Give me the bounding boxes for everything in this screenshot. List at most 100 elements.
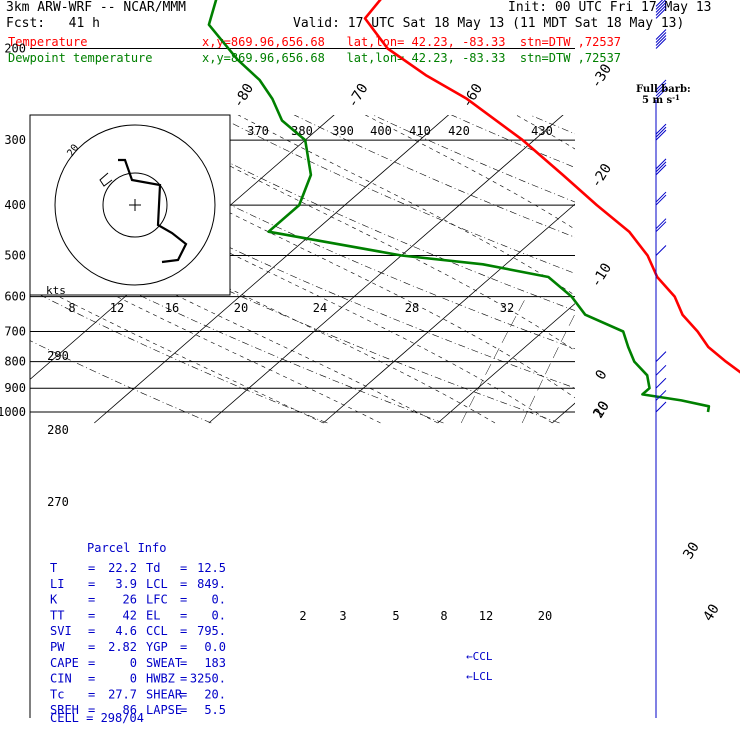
wind-barb bbox=[655, 221, 667, 233]
parcel-key: K bbox=[50, 593, 58, 607]
parcel-value: 795. bbox=[197, 624, 226, 638]
hodograph-speed-label: 16 bbox=[165, 301, 179, 315]
parcel-key: EL bbox=[146, 608, 160, 622]
temperature-label: -70 bbox=[345, 81, 372, 111]
theta-label: 280 bbox=[47, 423, 69, 437]
dewpoint-legend: Dewpoint temperature bbox=[8, 51, 153, 65]
mixing-ratio-label: 8 bbox=[440, 609, 447, 623]
parcel-value: 42 bbox=[123, 608, 137, 622]
theta-label: 430 bbox=[531, 124, 553, 138]
parcel-key: LAPSE bbox=[146, 703, 182, 717]
parcel-eq: = bbox=[180, 577, 187, 591]
wind-barb bbox=[655, 29, 667, 40]
dry-adiabat bbox=[421, 0, 740, 423]
mixing-ratio-label: 12 bbox=[479, 609, 493, 623]
temperature-legend: Temperature bbox=[8, 35, 88, 49]
parcel-key: T bbox=[50, 561, 57, 575]
moist-adiabat bbox=[30, 185, 496, 424]
parcel-title: Parcel Info bbox=[87, 541, 166, 555]
parcel-value: 4.6 bbox=[115, 624, 137, 638]
theta-label: 410 bbox=[409, 124, 431, 138]
temperature-label: 30 bbox=[680, 539, 703, 562]
parcel-info-table: Parcel Info T = 22.2 Td = 12.5 LI = 3.9 LCL = 849. K =… bbox=[43, 537, 233, 725]
parcel-eq: = bbox=[180, 608, 187, 622]
forecast-hour: Fcst: 41 h bbox=[6, 16, 100, 31]
parcel-cell: CELL = 298/04 bbox=[50, 711, 144, 725]
parcel-value: 0.0 bbox=[204, 640, 226, 654]
hodograph-speed-label: 32 bbox=[500, 301, 514, 315]
mixing-ratio-lines bbox=[460, 296, 660, 424]
mixing-ratio-line bbox=[603, 297, 660, 423]
parcel-key: PW bbox=[50, 640, 65, 654]
temperature-label: 10 bbox=[590, 398, 613, 421]
theta-label: 400 bbox=[370, 124, 392, 138]
moist-adiabat bbox=[30, 251, 381, 424]
parcel-key: Td bbox=[146, 561, 160, 575]
wind-barb bbox=[655, 377, 667, 389]
wind-barb bbox=[655, 88, 667, 100]
parcel-value: 0 bbox=[130, 656, 137, 670]
storm-motion-marker bbox=[99, 172, 113, 187]
model-title: 3km ARW-WRF -- NCAR/MMM bbox=[6, 0, 187, 15]
dry-adiabat bbox=[136, 115, 575, 311]
wind-barb bbox=[655, 82, 667, 94]
parcel-value: 86 bbox=[123, 703, 137, 717]
ccl-label: CCL bbox=[473, 650, 493, 663]
parcel-value: 26 bbox=[123, 593, 137, 607]
pressure-label: 400 bbox=[4, 198, 26, 212]
wind-barb bbox=[655, 390, 667, 401]
temperature-label: 40 bbox=[700, 601, 723, 624]
mixing-ratio-line bbox=[460, 296, 527, 424]
parcel-eq: = bbox=[180, 687, 187, 701]
wind-barb bbox=[655, 32, 667, 43]
parcel-value: 12.5 bbox=[197, 561, 226, 575]
wind-barb bbox=[655, 79, 667, 91]
parcel-key: Tc bbox=[50, 687, 64, 701]
wind-barb bbox=[655, 8, 667, 19]
pressure-label: 900 bbox=[4, 381, 26, 395]
parcel-eq: = bbox=[88, 703, 95, 717]
parcel-eq: = bbox=[88, 624, 95, 638]
barb-key-exponent: -1 bbox=[672, 93, 680, 102]
parcel-eq: = bbox=[88, 561, 95, 575]
wind-barb bbox=[655, 191, 667, 203]
parcel-key: LFC bbox=[146, 593, 168, 607]
theta-label: 370 bbox=[247, 124, 269, 138]
parcel-eq: = bbox=[180, 624, 187, 638]
pressure-label: 500 bbox=[4, 248, 26, 262]
temperature-label: -20 bbox=[588, 161, 615, 191]
isotherm bbox=[551, 402, 575, 424]
parcel-value: 3.9 bbox=[115, 577, 137, 591]
parcel-value: 5.5 bbox=[204, 703, 226, 717]
isotherm bbox=[94, 115, 450, 424]
parcel-eq: = bbox=[88, 640, 95, 654]
parcel-key: SREH bbox=[50, 703, 79, 717]
isotherm bbox=[437, 303, 575, 424]
wind-barb bbox=[655, 126, 667, 138]
pressure-label: 600 bbox=[4, 290, 26, 304]
mixing-ratio-line bbox=[521, 313, 575, 424]
dry-adiabat bbox=[30, 144, 575, 389]
temperature-label: 20 bbox=[590, 398, 613, 421]
wind-barb bbox=[655, 129, 667, 141]
hodograph-speed-label: 12 bbox=[110, 301, 124, 315]
moist-adiabat bbox=[237, 115, 575, 296]
wind-barb bbox=[655, 364, 667, 376]
dewpoint-trace bbox=[207, 0, 711, 413]
parcel-eq: = bbox=[180, 672, 187, 686]
parcel-eq: = bbox=[180, 703, 187, 717]
parcel-key: CIN bbox=[50, 672, 72, 686]
dry-adiabat bbox=[363, 0, 740, 423]
parcel-key: SVI bbox=[50, 624, 72, 638]
temperature-location: x,y=869.96,656.68 lat,lon= 42.23, -83.33… bbox=[202, 35, 622, 49]
parcel-key: SHEAR bbox=[146, 687, 183, 701]
temperature-label: -10 bbox=[588, 260, 615, 290]
parcel-value: 0 bbox=[130, 672, 137, 686]
mixing-ratio-label: 20 bbox=[538, 609, 552, 623]
hodograph-trace bbox=[118, 158, 188, 264]
parcel-value: 20. bbox=[204, 687, 226, 701]
barb-key: Full barb: 5 m s-1 bbox=[636, 84, 691, 106]
parcel-value: 849. bbox=[197, 577, 226, 591]
